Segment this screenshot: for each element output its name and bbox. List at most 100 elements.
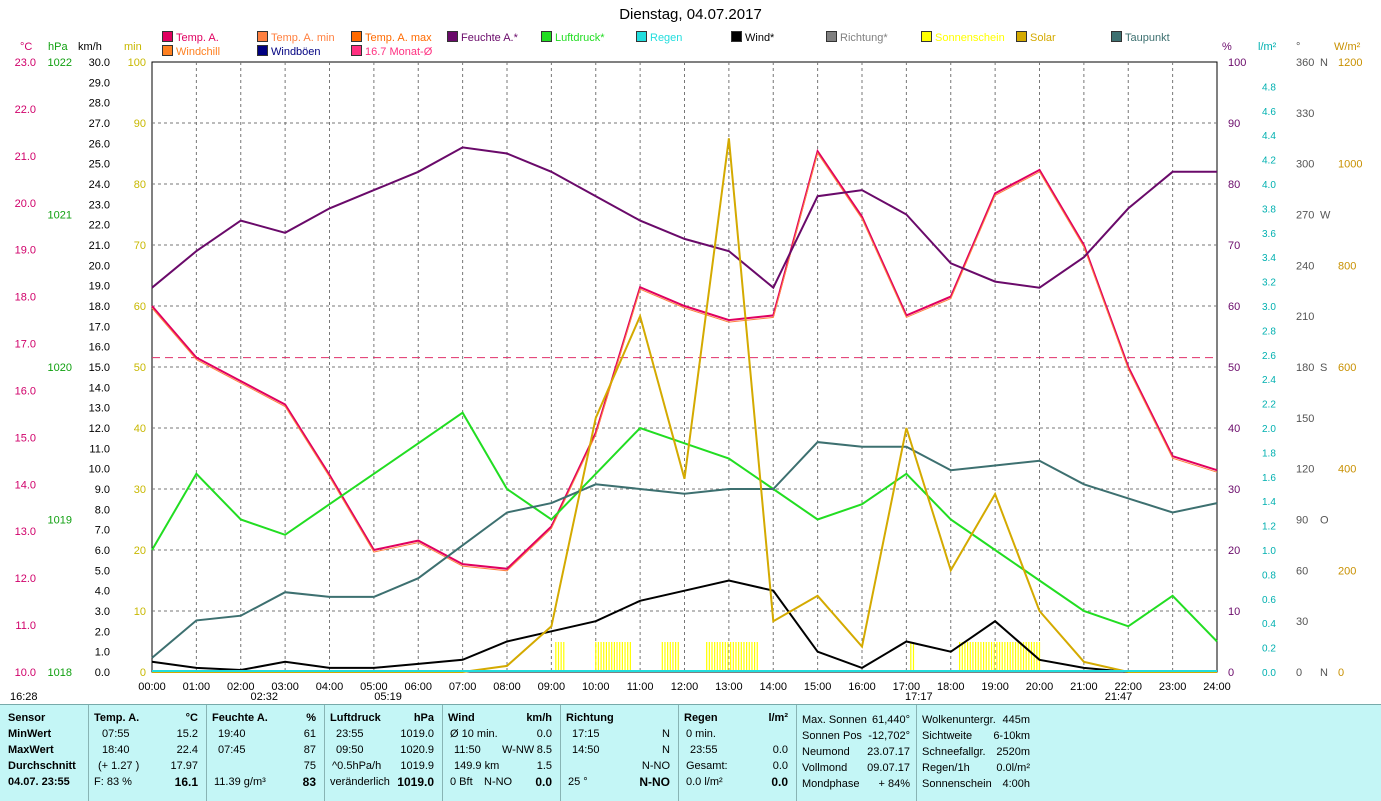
axis-tick-kmh: 13.0 xyxy=(89,403,110,415)
humidity-min-time: 19:40 xyxy=(218,728,246,740)
axis-tick-kmh: 22.0 xyxy=(89,220,110,232)
temp-humidity: F: 83 % xyxy=(94,776,132,788)
axis-tick-pct: 70 xyxy=(1228,240,1240,252)
legend-swatch xyxy=(541,31,552,42)
row-label-avg: Durchschnitt xyxy=(8,760,76,772)
legend-swatch xyxy=(636,31,647,42)
event-moonset: 21:47 xyxy=(1105,691,1133,703)
x-tick-label: 23:00 xyxy=(1159,681,1187,693)
axis-tick-kmh: 4.0 xyxy=(95,586,110,598)
axis-unit-hpa: hPa xyxy=(48,41,68,53)
event-left-time: 16:28 xyxy=(10,691,38,703)
legend-entry: Temp. A. max xyxy=(351,31,432,44)
axis-tick-temp: 20.0 xyxy=(15,198,36,210)
axis-tick-kmh: 9.0 xyxy=(95,484,110,496)
axis-tick-wm2: 200 xyxy=(1338,565,1356,577)
axis-tick-pct: 10 xyxy=(1228,606,1240,618)
axis-tick-temp: 22.0 xyxy=(15,104,36,116)
astro-newmoon-label: Neumond xyxy=(802,746,850,758)
row-label-min: MinWert xyxy=(8,728,52,740)
humidity-avg-value: 75 xyxy=(303,760,316,772)
misc-snowline-value: 2520m xyxy=(996,746,1030,758)
legend-entry: Windböen xyxy=(257,45,321,58)
humidity-current-value: 83 xyxy=(302,775,316,789)
stats-table: Sensor MinWert MaxWert Durchschnitt 04.0… xyxy=(0,704,1381,801)
axis-tick-wm2: 800 xyxy=(1338,260,1356,272)
temp-min-time: 07:55 xyxy=(102,728,130,740)
legend-entry: Windchill xyxy=(162,45,220,58)
rain-current-value: 0.0 xyxy=(771,775,788,789)
series-line-feuchte-a- xyxy=(151,146,1217,290)
temp-panel: Temp. A. °C 07:55 15.2 18:40 22.4 (+ 1.27 )… xyxy=(88,705,207,801)
x-tick-label: 22:00 xyxy=(1114,681,1142,693)
axis-tick-kmh: 7.0 xyxy=(95,525,110,537)
misc-sunshine-label: Sonnenschein xyxy=(922,778,992,790)
axis-tick-lm2: 1.8 xyxy=(1262,448,1276,459)
axis-unit-wm2: W/m² xyxy=(1334,41,1361,53)
pressure-avg-value: 1019.9 xyxy=(400,760,434,772)
axis-tick-temp: 17.0 xyxy=(15,339,36,351)
axis-unit-min: min xyxy=(124,41,142,53)
wind-max-time: 11:50 xyxy=(454,744,481,756)
axis-tick-temp: 15.0 xyxy=(15,432,36,444)
axis-tick-lm2: 1.4 xyxy=(1262,497,1276,508)
legend-entry: Temp. A. xyxy=(162,31,219,44)
legend-label: Temp. A. min xyxy=(271,32,335,44)
temp-max-time: 18:40 xyxy=(102,744,130,756)
wind-max-value: 8.5 xyxy=(536,744,552,756)
pressure-unit: hPa xyxy=(413,712,434,724)
axis-tick-lm2: 2.8 xyxy=(1262,326,1276,337)
rain-header: Regen xyxy=(684,712,718,724)
axis-tick-temp: 13.0 xyxy=(15,526,36,538)
legend-swatch xyxy=(826,31,837,42)
direction-row1-time: 17:15 xyxy=(572,728,600,740)
legend-swatch xyxy=(257,45,268,56)
legend-label: Sonnenschein xyxy=(935,32,1005,44)
axis-tick-lm2: 2.2 xyxy=(1262,400,1276,411)
wind-panel: Wind km/h Ø 10 min. 0.0 11:50 W-NW 8.5 149.9… xyxy=(442,705,561,801)
axis-tick-kmh: 3.0 xyxy=(95,606,110,618)
axis-tick-min: 90 xyxy=(134,118,146,130)
axis-tick-pct: 50 xyxy=(1228,362,1240,374)
axis-tick-kmh: 25.0 xyxy=(89,159,110,171)
axis-tick-kmh: 11.0 xyxy=(89,443,110,455)
series-line-taupunkt xyxy=(151,441,1218,659)
event-sunrise: 05:19 xyxy=(374,691,402,703)
legend-label: Wind* xyxy=(745,32,775,44)
axis-tick-deg: 270 xyxy=(1296,210,1314,222)
direction-current-value: N-NO xyxy=(639,775,670,789)
legend-swatch xyxy=(257,31,268,42)
x-tick-label: 06:00 xyxy=(404,681,432,693)
pressure-max-value: 1020.9 xyxy=(400,744,434,756)
axis-tick-temp: 12.0 xyxy=(15,573,36,585)
legend-entry: Richtung* xyxy=(826,31,888,44)
humidity-unit: % xyxy=(306,712,316,724)
axis-tick-kmh: 12.0 xyxy=(89,423,110,435)
axis-tick-temp: 21.0 xyxy=(15,151,36,163)
legend-label: Temp. A. max xyxy=(365,32,432,44)
temp-current-value: 16.1 xyxy=(174,775,198,789)
temp-max-value: 22.4 xyxy=(176,744,198,756)
astro-newmoon-value: 23.07.17 xyxy=(867,746,910,758)
legend-swatch xyxy=(921,31,932,42)
astro-fullmoon-value: 09.07.17 xyxy=(867,762,910,774)
axis-tick-min: 60 xyxy=(134,301,146,313)
legend-label: Windböen xyxy=(271,46,321,58)
rain-duration: 0 min. xyxy=(686,728,716,740)
axis-tick-deg: 330 xyxy=(1296,108,1314,120)
pressure-tendency: veränderlich xyxy=(330,776,390,788)
legend-label: 16.7 Monat-Ø xyxy=(365,46,433,58)
x-tick-label: 14:00 xyxy=(759,681,787,693)
legend-label: Richtung* xyxy=(840,32,888,44)
pressure-min-value: 1019.0 xyxy=(400,728,434,740)
weather-chart: 00:00 01:00 02:00 03:00 04:00 05:00 06:00 07:00… xyxy=(10,41,1362,703)
legend-swatch xyxy=(447,31,458,42)
wind-avg-label: Ø 10 min. xyxy=(450,728,498,740)
axis-tick-temp: 16.0 xyxy=(15,385,36,397)
astro-sun-max-label: Max. Sonnen xyxy=(802,714,867,726)
axis-tick-lm2: 4.0 xyxy=(1262,180,1276,191)
x-tick-label: 11:00 xyxy=(627,681,654,693)
legend-swatch xyxy=(1016,31,1027,42)
x-tick-label: 01:00 xyxy=(183,681,211,693)
x-tick-label: 19:00 xyxy=(981,681,1009,693)
